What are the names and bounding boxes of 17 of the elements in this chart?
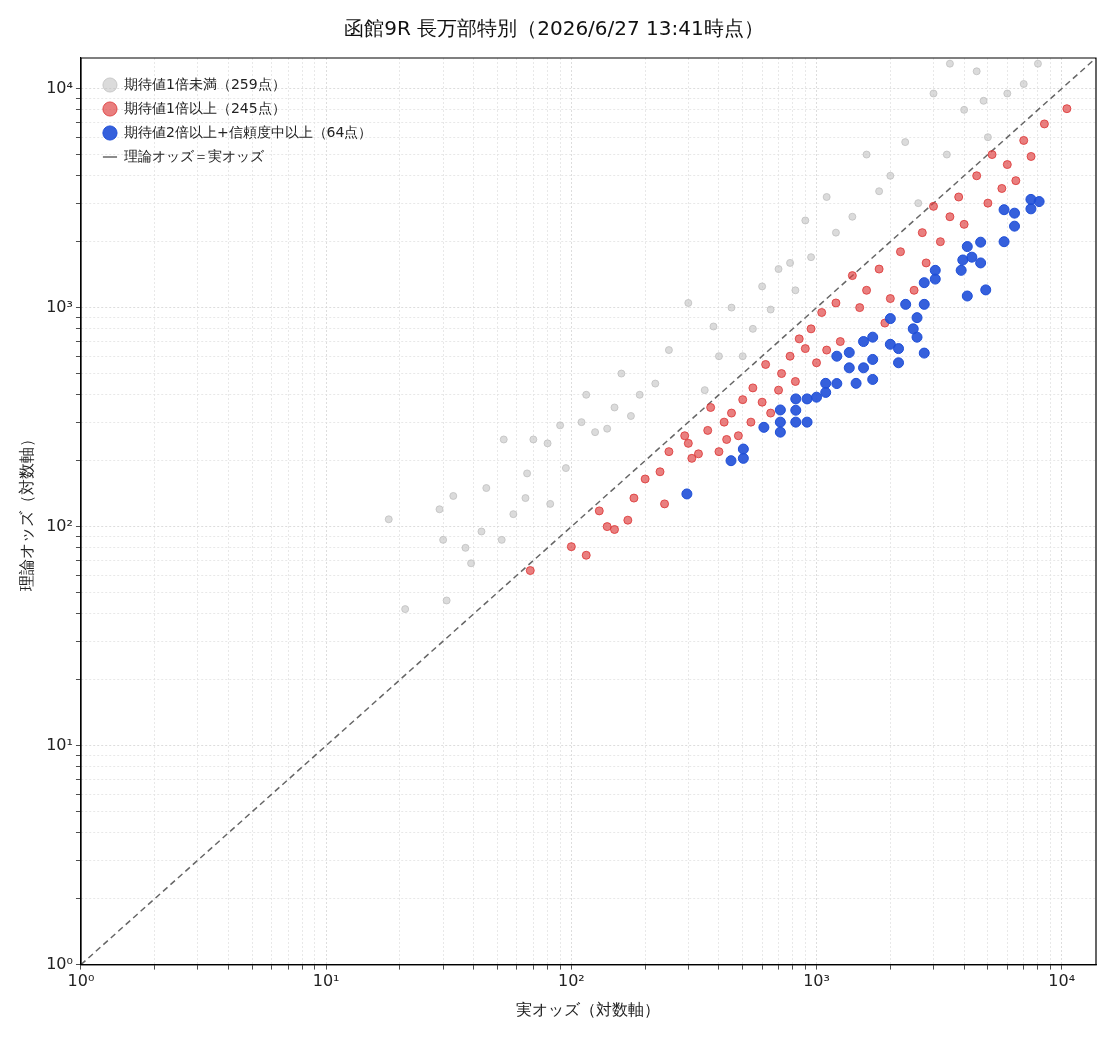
y-tick-label: 10²: [46, 515, 73, 535]
x-tick-label: 10³: [803, 971, 830, 991]
legend-label: 理論オッズ＝実オッズ: [123, 147, 265, 164]
x-tick-label: 10⁴: [1048, 971, 1076, 991]
y-axis-title: 理論オッズ（対数軸）: [16, 431, 36, 592]
legend-label: 期待値1倍未満（259点）: [123, 75, 286, 92]
x-tick-label: 10¹: [312, 971, 340, 991]
legend-label: 期待値2倍以上+信頼度中以上（64点）: [123, 123, 373, 140]
x-axis-title: 実オッズ（対数軸）: [516, 999, 661, 1019]
y-tick-label: 10⁴: [46, 77, 73, 97]
x-tick-label: 10⁰: [67, 971, 95, 991]
x-tick-label: 10²: [557, 971, 585, 991]
y-tick-label: 10¹: [46, 734, 73, 754]
y-tick-label: 10⁰: [46, 953, 73, 973]
y-tick-label: 10³: [46, 296, 73, 316]
chart-title: 函館9R 長万部特別（2026/6/27 13:41時点）: [344, 16, 764, 41]
legend-label: 期待値1倍以上（245点）: [123, 99, 286, 116]
